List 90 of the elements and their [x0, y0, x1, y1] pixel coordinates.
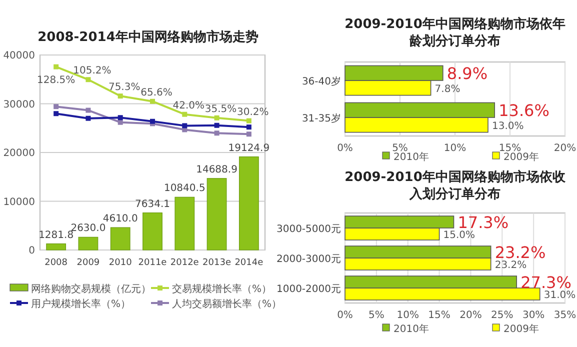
data-label: 27.3%	[520, 273, 572, 292]
legend-label: 2009年	[504, 151, 539, 163]
point	[182, 123, 188, 128]
point	[150, 98, 155, 104]
bar	[46, 243, 66, 250]
data-label: 30.2%	[237, 106, 269, 118]
data-label: 4610.0	[102, 214, 138, 225]
x-tick-label: 30%	[522, 310, 545, 321]
data-label: 14688.9	[196, 164, 238, 176]
data-label: 8.9%	[446, 64, 488, 84]
legend-label: 用户规模增长率（%）	[31, 298, 131, 310]
point	[118, 94, 123, 99]
bar	[142, 212, 162, 250]
data-label: 10840.5	[164, 183, 206, 194]
x-tick-label: 10%	[444, 143, 466, 154]
point	[182, 112, 188, 117]
point	[54, 64, 59, 70]
point	[118, 120, 123, 125]
bar	[238, 156, 259, 250]
data-label: 7.8%	[434, 84, 460, 95]
data-label: 128.5%	[37, 74, 76, 86]
y-tick-label: 1000-2000元	[276, 284, 341, 295]
legend-label: 交易规模增长率（%）	[172, 283, 272, 295]
legend-label: 人均交易额增长率（%）	[172, 298, 282, 310]
legend-label: 2009年	[504, 323, 539, 335]
point	[86, 108, 91, 113]
x-tick-label: 2014e	[234, 258, 264, 268]
x-tick-label: 2013e	[202, 258, 232, 268]
x-tick-label: 2011e	[138, 258, 168, 268]
x-tick-label: 15%	[428, 310, 450, 321]
data-label: 23.2%	[494, 243, 546, 262]
data-label: 15.0%	[443, 230, 476, 241]
x-tick-label: 5%	[392, 143, 408, 154]
bar	[206, 178, 227, 250]
x-tick-label: 20%	[554, 143, 576, 154]
y-tick-label: 10000	[3, 196, 35, 208]
x-tick-label: 2008	[44, 258, 68, 268]
chart-title: 2009-2010年中国网络购物市场依年龄划分订单分布	[344, 16, 566, 49]
x-tick-label: 5%	[368, 310, 384, 321]
point	[214, 115, 220, 120]
point	[150, 118, 155, 124]
data-label: 13.0%	[492, 120, 524, 132]
point	[118, 115, 123, 120]
point	[86, 116, 91, 121]
data-label: 75.3%	[108, 82, 140, 94]
y-tick-label: 0	[28, 246, 35, 256]
point	[214, 130, 220, 136]
data-label: 31.0%	[544, 290, 576, 301]
data-label: 23.2%	[494, 260, 527, 271]
y-tick-label: 3000-5000元	[276, 224, 341, 235]
data-label: 105.2%	[73, 66, 112, 77]
x-tick-label: 15%	[498, 143, 522, 154]
x-tick-label: 20%	[460, 310, 482, 321]
y-tick-label: 31-35岁	[302, 112, 341, 124]
x-tick-label: 25%	[491, 310, 514, 321]
y-tick-label: 2000-3000元	[276, 254, 341, 265]
data-label: 19124.9	[228, 142, 270, 154]
bar	[110, 227, 130, 250]
point	[54, 111, 59, 116]
point	[246, 118, 252, 124]
point	[54, 104, 59, 110]
x-tick-label: 2010	[108, 258, 132, 268]
legend-label: 2010年	[394, 151, 429, 163]
x-tick-label: 0%	[337, 143, 353, 154]
bar	[174, 196, 195, 250]
legend-label: 网络购物交易规模（亿元）	[31, 283, 151, 295]
y-tick-label: 20000	[3, 148, 35, 159]
data-label: 17.3%	[458, 213, 509, 232]
chart-title: 2008-2014年中国网络购物市场走势	[38, 29, 258, 45]
x-tick-label: 2009	[76, 258, 100, 268]
data-label: 42.0%	[172, 100, 205, 112]
point	[246, 124, 252, 130]
y-tick-label: 40000	[3, 50, 35, 62]
y-tick-label: 30000	[3, 99, 35, 110]
x-tick-label: 2012e	[170, 258, 200, 268]
data-label: 65.6%	[140, 87, 172, 98]
x-tick-label: 10%	[396, 310, 419, 321]
data-label: 1281.8	[38, 230, 74, 241]
legend-label: 2010年	[394, 323, 429, 335]
x-tick-label: 35%	[554, 310, 576, 321]
point	[86, 77, 91, 82]
data-label: 35.5%	[204, 104, 237, 115]
chart-title: 2009-2010年中国网络购物市场依收入划分订单分布	[344, 169, 566, 202]
point	[246, 132, 252, 137]
data-label: 7634.1	[135, 198, 170, 210]
data-label: 13.6%	[498, 101, 550, 120]
bar	[78, 236, 98, 250]
x-tick-label: 0%	[337, 310, 353, 321]
y-tick-label: 36-40岁	[302, 76, 341, 88]
point	[214, 122, 220, 128]
